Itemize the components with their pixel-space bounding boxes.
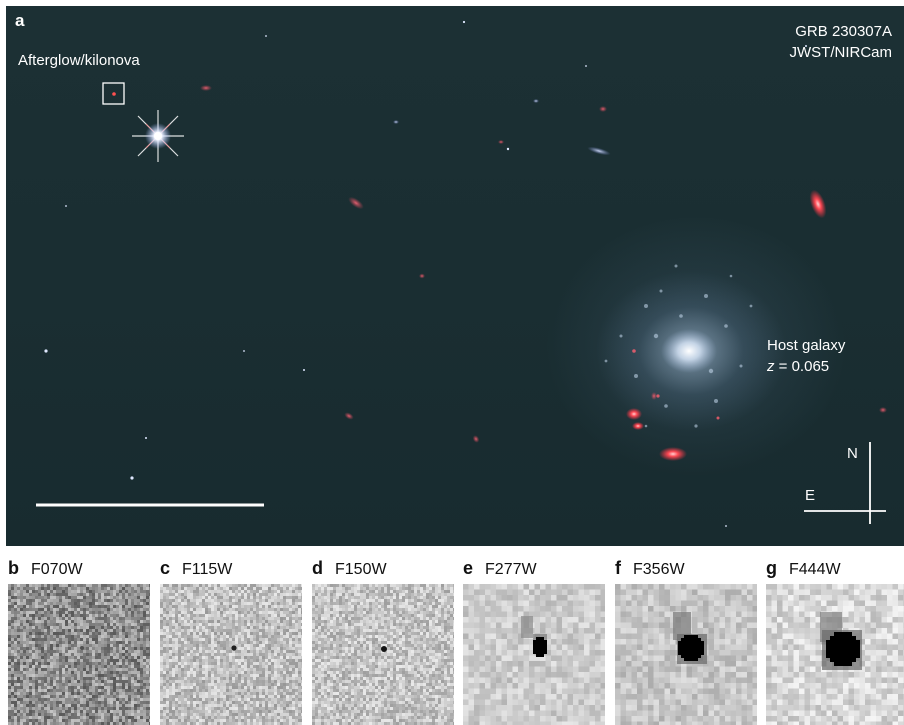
cutout-filter: F070W — [31, 561, 83, 578]
blue-galaxies — [393, 99, 611, 156]
afterglow-label: Afterglow/kilonova — [18, 52, 140, 69]
cutout-letter: e — [463, 558, 474, 578]
redshift-value: = 0.065 — [774, 358, 830, 375]
bright-star — [132, 110, 184, 162]
cutout-letter: d — [312, 558, 323, 578]
afterglow-marker — [102, 82, 125, 105]
noise-texture — [8, 584, 150, 725]
host-galaxy-label: Host galaxy — [767, 337, 846, 354]
redshift-symbol: z — [767, 358, 775, 375]
cutout-letter: g — [766, 558, 777, 578]
noise-texture — [312, 584, 454, 725]
cutout-title-d: d F150W — [312, 558, 387, 580]
title-instrument: JWST/NIRCam — [789, 44, 893, 61]
cutout-filter: F150W — [335, 561, 387, 578]
noise-texture — [463, 584, 605, 725]
panel-letter-a: a — [15, 11, 25, 30]
cutout-image-f277w — [463, 584, 605, 725]
cutout-title-c: c F115W — [160, 558, 232, 580]
cutout-image-f070w — [8, 584, 150, 725]
cutout-title-e: e F277W — [463, 558, 537, 580]
cutout-filter: F356W — [633, 561, 685, 578]
cutout-filter: F115W — [182, 561, 233, 578]
cutout-filter: F444W — [789, 561, 841, 578]
cutout-title-g: g F444W — [766, 558, 841, 580]
redshift-label: z = 0.065 — [767, 358, 829, 376]
cutout-title-b: b F070W — [8, 558, 83, 580]
title-grb: GRB 230307A — [795, 23, 892, 40]
red-galaxies — [200, 85, 887, 461]
noise-texture — [766, 584, 904, 725]
cutout-letter: c — [160, 558, 171, 578]
cutout-image-f150w — [312, 584, 454, 725]
host-galaxy — [604, 264, 753, 428]
cutout-title-f: f F356W — [615, 558, 685, 580]
cutout-letter: f — [615, 558, 621, 578]
compass-north-label: N — [847, 445, 858, 462]
compass-east-label: E — [805, 487, 816, 504]
jwst-nircam-image: a GRB 230307A JWST/NIRCam Afterglow/kilo… — [6, 6, 904, 546]
cutout-letter: b — [8, 558, 19, 578]
cutout-image-f444w — [766, 584, 904, 725]
cutout-image-f115w — [160, 584, 302, 725]
compass-arrows — [804, 442, 886, 524]
faint-stars — [44, 20, 807, 527]
cutout-filter: F277W — [485, 561, 537, 578]
cutout-image-f356w — [615, 584, 757, 725]
sky-field — [36, 20, 887, 527]
noise-texture — [160, 584, 302, 725]
